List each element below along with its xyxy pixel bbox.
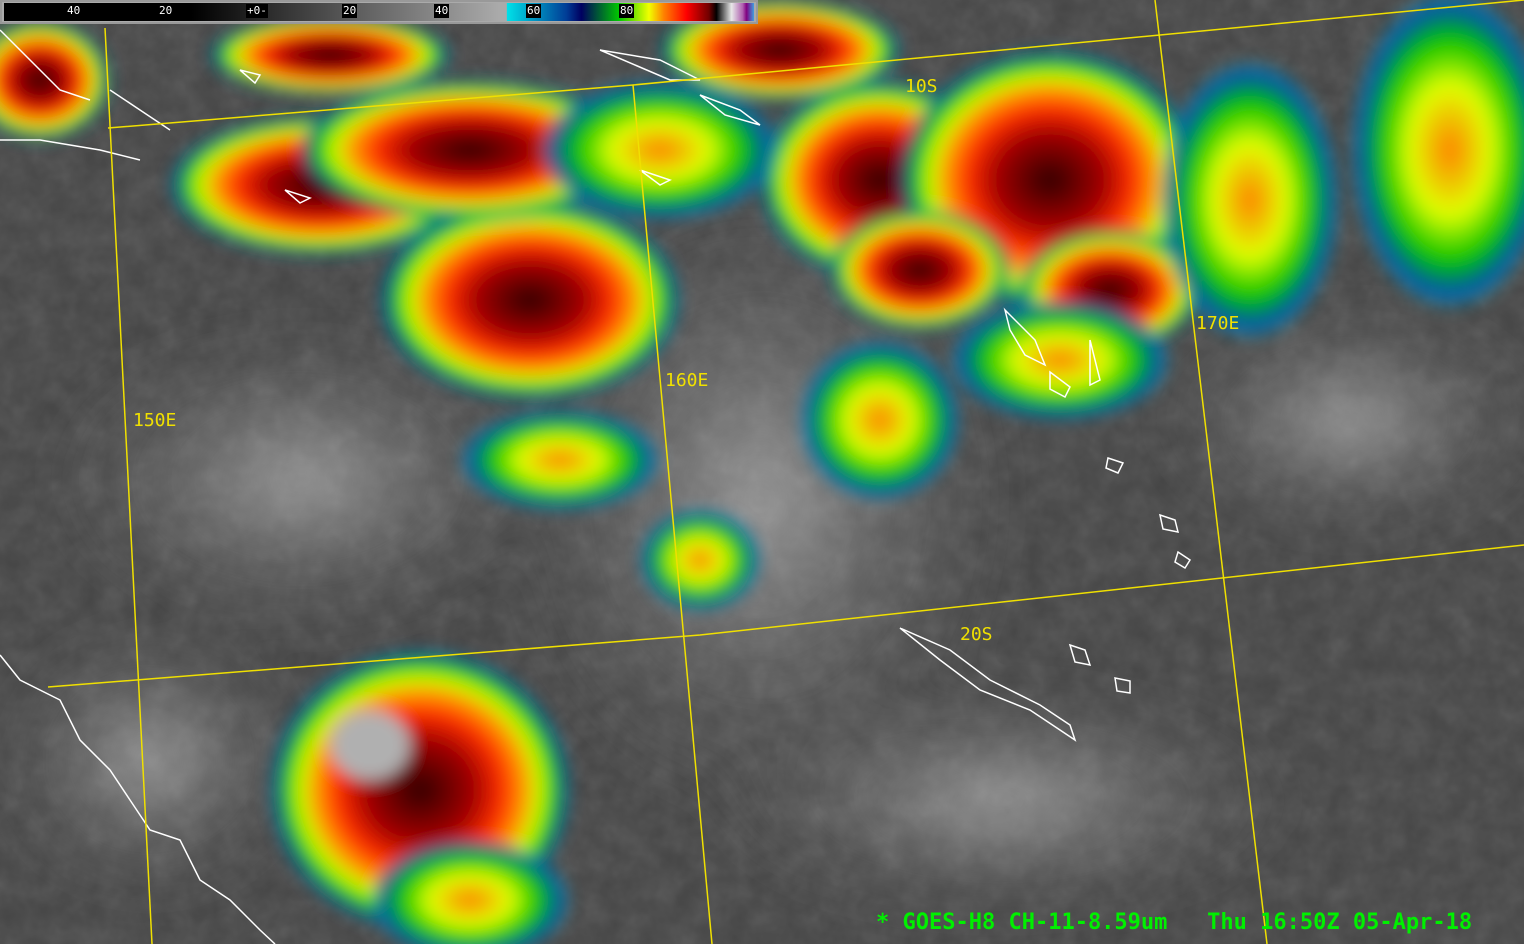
label-150e: 150E	[133, 410, 177, 431]
coastline-australia	[0, 654, 276, 944]
coastline-islands	[1068, 457, 1192, 694]
caption-datetime: Thu 16:50Z 05-Apr-18	[1207, 910, 1473, 935]
coastline-new-caledonia	[899, 627, 1077, 742]
color-scale-bar: 40 20 +0- 20 40 60 80	[0, 0, 758, 24]
scale-tick: 20	[342, 4, 358, 18]
scale-tick: 40	[434, 4, 450, 18]
caption-satellite: GOES-H8	[902, 910, 996, 935]
coastline-vanuatu	[1003, 307, 1101, 399]
label-160e: 160E	[665, 370, 709, 391]
scale-tick: 80	[619, 4, 635, 18]
scale-tick: 20	[158, 4, 174, 18]
color-scale-gradient	[4, 3, 754, 21]
scale-tick: +0-	[246, 4, 268, 18]
scale-tick: 60	[526, 4, 542, 18]
coastlines	[0, 29, 1192, 944]
coastline-solomon-islands	[284, 49, 761, 204]
grid-line-160e	[632, 84, 713, 944]
coastline-island-small	[239, 69, 262, 85]
image-caption: * GOES-H8 CH-11-8.59um Thu 16:50Z 05-Apr…	[876, 910, 1472, 935]
scale-tick: 40	[66, 4, 82, 18]
lat-lon-grid	[47, 0, 1524, 944]
caption-marker: *	[876, 910, 890, 935]
grid-line-150e	[104, 27, 153, 944]
label-170e: 170E	[1196, 313, 1240, 334]
grid-line-20s	[47, 544, 1524, 688]
label-10s: 10S	[905, 76, 938, 97]
grid-line-170e	[1154, 0, 1268, 944]
caption-channel: CH-11-8.59um	[1008, 910, 1168, 935]
label-20s: 20S	[960, 624, 993, 645]
grid-line-10s	[107, 0, 1524, 129]
